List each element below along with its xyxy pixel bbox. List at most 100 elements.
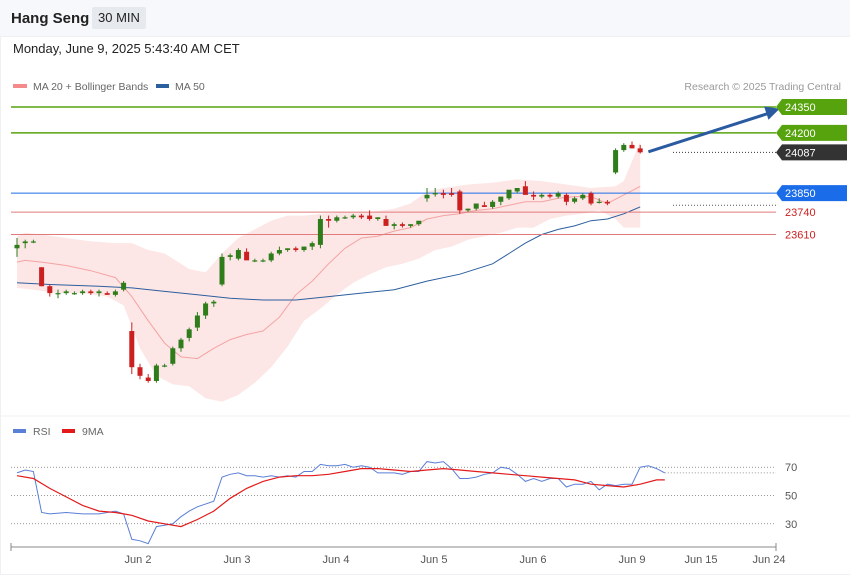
- candle-body: [408, 224, 414, 226]
- candle-body: [14, 244, 20, 249]
- candle-body: [178, 339, 184, 349]
- candle-body: [285, 248, 291, 251]
- rsi-legend-label: RSI: [33, 426, 51, 438]
- candles: [14, 141, 643, 383]
- candle-body: [326, 219, 332, 221]
- candle-body: [490, 201, 496, 207]
- candle-body: [481, 205, 487, 207]
- candle-body: [203, 303, 209, 316]
- candle-body: [350, 215, 356, 218]
- level-label-23850: 23850: [785, 188, 816, 200]
- candle-body: [522, 186, 528, 195]
- candle-body: [440, 193, 446, 195]
- x-tick-label: Jun 3: [224, 554, 251, 566]
- candle-body: [416, 220, 422, 225]
- candle-body: [170, 348, 176, 364]
- candle-body: [153, 365, 159, 381]
- candle-body: [129, 331, 135, 368]
- candle-body: [539, 194, 545, 197]
- rsi-level-label-50: 50: [785, 491, 797, 503]
- candle-body: [276, 250, 282, 254]
- candle-body: [514, 187, 520, 192]
- candle-body: [30, 241, 36, 243]
- ma20-line: [16, 185, 641, 360]
- bollinger-legend-swatch: [13, 84, 27, 88]
- candle-body: [186, 329, 192, 338]
- candle-body: [432, 193, 438, 195]
- rsi-level-label-70: 70: [785, 462, 797, 474]
- candle-body: [465, 208, 471, 211]
- candle-body: [424, 194, 430, 199]
- rsi-level-label-30: 30: [785, 519, 797, 531]
- ma50-legend-swatch: [156, 84, 169, 88]
- candle-body: [235, 250, 241, 259]
- rsi-ma-line: [16, 467, 665, 528]
- bollinger-bands: [16, 141, 641, 402]
- rsi-panel: 70 50 30: [11, 461, 797, 545]
- candle-body: [121, 282, 127, 290]
- chart-frame: [0, 36, 850, 575]
- candle-body: [334, 217, 340, 221]
- candle-body: [80, 291, 86, 294]
- rsi-line: [16, 461, 666, 545]
- candle-body: [555, 193, 561, 197]
- candle-body: [47, 286, 53, 294]
- timeframe-button[interactable]: 30 MIN: [92, 7, 146, 29]
- x-tick-label: Jun 15: [684, 554, 717, 566]
- level-label-24200: 24200: [785, 128, 816, 140]
- candle-body: [268, 253, 274, 261]
- candle-body: [88, 291, 94, 294]
- candle-body: [367, 215, 373, 220]
- candle-body: [563, 194, 569, 202]
- chart-datetime: Monday, June 9, 2025 5:43:40 AM CET: [13, 41, 240, 56]
- level-tag-24200: [776, 124, 847, 141]
- candle-body: [399, 224, 405, 226]
- candle-body: [604, 201, 610, 204]
- candle-body: [63, 291, 69, 294]
- price-levels: [11, 106, 776, 236]
- level-label-24087: 24087: [785, 147, 816, 159]
- candle-body: [391, 224, 397, 226]
- candle-body: [572, 198, 578, 202]
- instrument-title: Hang Seng: [11, 10, 90, 27]
- candle-body: [22, 241, 28, 244]
- candle-body: [621, 144, 627, 151]
- candle-body: [596, 201, 602, 203]
- candle-body: [588, 193, 594, 204]
- candle-body: [383, 219, 389, 226]
- level-label-24350: 24350: [785, 102, 816, 114]
- ma50-legend-label: MA 50: [175, 81, 205, 93]
- x-tick-label: Jun 2: [125, 554, 152, 566]
- candle-body: [473, 203, 479, 209]
- bollinger-band-fill: [17, 141, 641, 402]
- candle-body: [260, 260, 266, 262]
- projection: [647, 106, 780, 154]
- candle-body: [375, 217, 381, 220]
- rsi-ma-legend-label: 9MA: [82, 426, 104, 438]
- candle-body: [145, 377, 151, 381]
- x-tick-label: Jun 4: [323, 554, 350, 566]
- candle-body: [104, 293, 110, 295]
- candle-body: [580, 194, 586, 199]
- rsi-ma-legend-swatch: [62, 429, 75, 433]
- candle-body: [449, 193, 455, 195]
- x-tick-label: Jun 5: [421, 554, 448, 566]
- candle-body: [137, 367, 143, 376]
- candle-body: [211, 301, 217, 304]
- credit-text: Research © 2025 Trading Central: [684, 81, 841, 93]
- x-tick-label: Jun 6: [520, 554, 547, 566]
- level-tag-24087: [776, 144, 847, 161]
- candle-body: [498, 196, 504, 202]
- candle-body: [112, 291, 118, 295]
- candle-body: [219, 256, 225, 285]
- bollinger-legend-label: MA 20 + Bollinger Bands: [33, 81, 148, 93]
- chart-header: Hang Seng 30 MIN: [0, 0, 850, 37]
- candle-body: [629, 144, 635, 149]
- candle-body: [457, 191, 463, 211]
- candle-body: [358, 215, 364, 218]
- candle-body: [342, 217, 348, 219]
- candle-body: [547, 194, 553, 197]
- candle-body: [613, 150, 619, 173]
- candle-body: [309, 243, 315, 247]
